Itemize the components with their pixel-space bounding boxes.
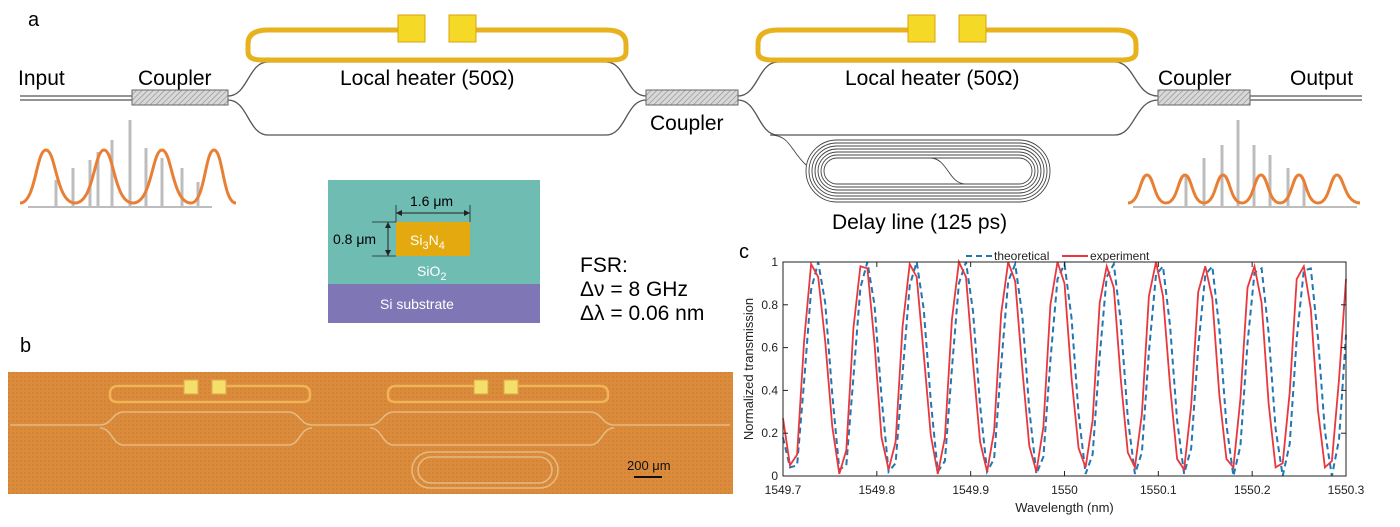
series-line-experiment [782,258,1347,475]
x-tick-label: 1549.8 [858,483,895,497]
panel-letter-c: c [739,241,749,263]
width-label: 1.6 μm [410,193,453,209]
device-micrograph [8,372,733,494]
heater-left [245,14,629,63]
couplers [131,89,1251,106]
delay-line-spiral [769,134,1051,203]
coupler-middle [645,89,739,106]
scale-bar: 200 μm [627,458,671,478]
label-heater-left: Local heater (50Ω) [340,67,514,90]
x-tick-label: 1550.3 [1328,483,1365,497]
waveguide-core [396,222,470,256]
heaters [245,14,1139,63]
y-tick-label: 1 [771,255,778,269]
substrate [328,284,540,323]
fsr-block: FSR: Δν = 8 GHz Δλ = 0.06 nm [580,254,704,325]
output-spectrum-icon [1127,120,1361,208]
x-tick-label: 1550.1 [1140,483,1177,497]
y-tick-label: 0.2 [761,426,778,440]
y-tick-label: 0.6 [761,341,778,355]
cross-section: 1.6 μm 0.8 μm Si3N4 SiO2 Si substrate [328,180,540,323]
y-tick-label: 0 [771,469,778,483]
fsr-frequency: Δν = 8 GHz [580,278,688,301]
pad-right-b [958,14,987,43]
x-tick-label: 1550.2 [1234,483,1271,497]
substrate-label: Si substrate [380,296,454,312]
label-heater-right: Local heater (50Ω) [845,67,1019,90]
fsr-wavelength: Δλ = 0.06 nm [580,302,704,325]
scale-bar-label: 200 μm [627,458,671,473]
label-coupler-middle: Coupler [650,112,724,135]
label-coupler-left: Coupler [138,67,212,90]
x-tick-label: 1549.9 [952,483,989,497]
legend-label-theoretical: theoretical [994,249,1049,263]
coupler-right [1157,89,1251,106]
input-spectrum-icon [19,120,237,208]
label-output: Output [1290,67,1353,90]
label-delay-line: Delay line (125 ps) [832,211,1007,234]
x-tick-label: 1549.7 [765,483,802,497]
heater-right [755,14,1139,63]
core-label: Si3N4 [410,232,445,252]
label-input: Input [18,67,65,90]
legend-label-experiment: experiment [1090,249,1150,263]
label-coupler-right: Coupler [1158,67,1232,90]
height-label: 0.8 μm [333,231,376,247]
transmission-chart: 1549.7 1549.8 1549.9 1550 1550.1 1550.2 1550.3… [741,249,1365,515]
y-axis-title: Normalized transmission [741,298,756,440]
y-tick-label: 0.8 [761,298,778,312]
pad-left-a [397,14,426,43]
fsr-title: FSR: [580,254,628,277]
cladding-label: SiO2 [417,263,446,283]
coupler-left [131,89,229,106]
panel-letter-b: b [20,335,31,357]
y-tick-label: 0.4 [761,383,778,397]
legend: theoretical experiment [966,249,1150,263]
pad-left-b [448,14,477,43]
x-axis-title: Wavelength (nm) [1015,500,1114,515]
panel-letter-a: a [28,9,40,31]
x-tick-label: 1550 [1051,483,1078,497]
pad-right-a [907,14,936,43]
